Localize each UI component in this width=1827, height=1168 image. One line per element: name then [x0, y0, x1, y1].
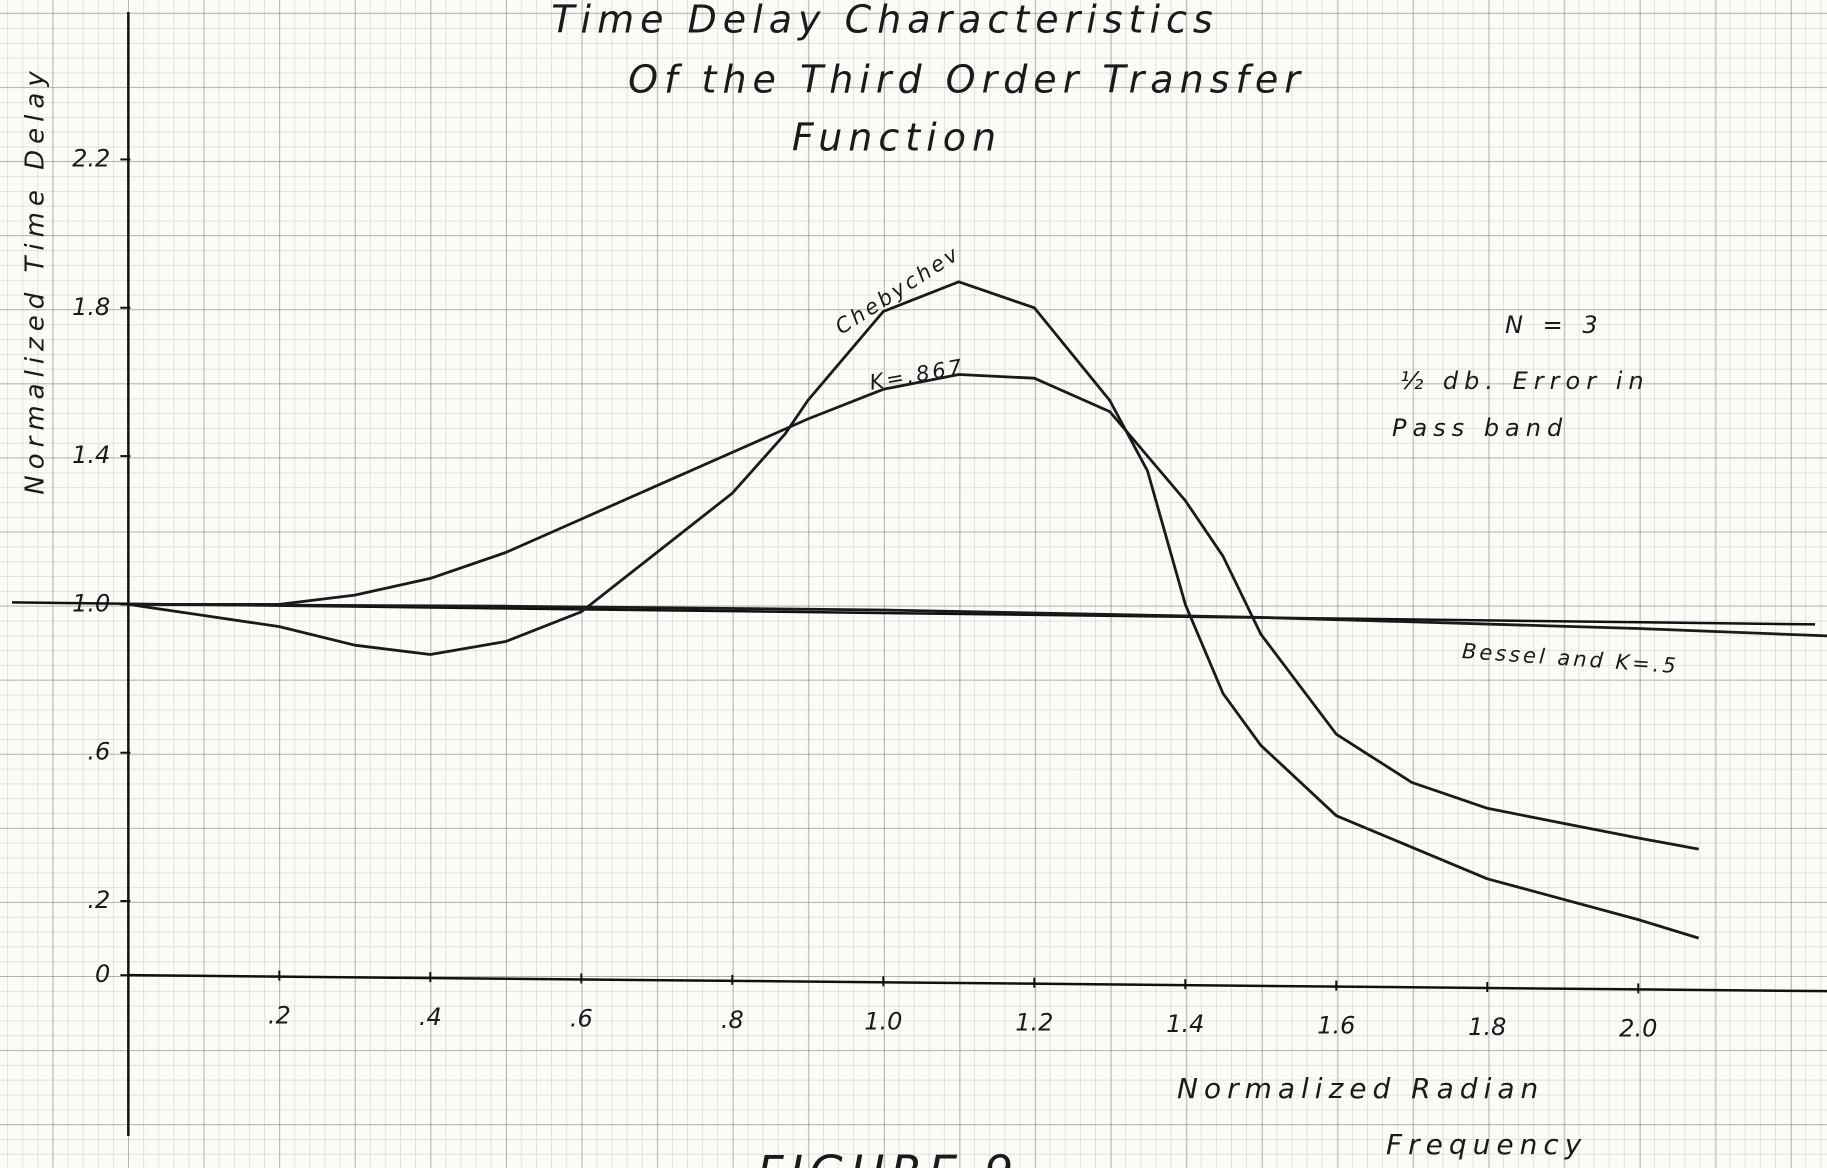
x-tick-label: .4 [419, 1003, 442, 1031]
series-label: K=.867 [868, 355, 967, 395]
x-tick-label: 1.8 [1468, 1013, 1506, 1041]
x-tick-label: 1.2 [1015, 1009, 1053, 1037]
y-axis-label: Normalized Time Delay [21, 65, 51, 494]
annotation: N = 3 [1505, 311, 1604, 339]
annotation: Pass band [1392, 414, 1568, 442]
x-tick-label: 1.6 [1317, 1012, 1355, 1040]
x-tick-label: 1.4 [1166, 1010, 1204, 1038]
series-label: Bessel and K=.5 [1461, 639, 1679, 678]
chart-title: Time Delay Characteristics [551, 0, 1218, 42]
data-line [128, 280, 1700, 940]
x-tick-label: .2 [268, 1002, 291, 1030]
y-tick-label: 1.4 [72, 441, 110, 469]
y-tick-label: .2 [87, 886, 110, 914]
x-axis [128, 973, 1827, 993]
chart-title: Function [792, 116, 1002, 160]
chart-title: Of the Third Order Transfer [628, 58, 1306, 102]
y-tick-label: 1.8 [72, 293, 110, 321]
data-line [128, 373, 1699, 851]
x-tick-label: .8 [721, 1006, 744, 1034]
y-tick-label: 2.2 [72, 144, 110, 172]
y-tick-label: .6 [87, 738, 110, 766]
x-tick-label: 1.0 [864, 1007, 902, 1035]
x-axis-label: Normalized Radian [1177, 1072, 1544, 1105]
figure-caption: FIGURE 9 [757, 1146, 1019, 1168]
y-tick-label: 0 [95, 960, 110, 988]
series-label: Chebychev [831, 241, 965, 339]
x-axis-label: Frequency [1386, 1128, 1587, 1161]
data-line [128, 603, 1827, 638]
x-tick-label: 2.0 [1619, 1014, 1657, 1042]
annotation: ½ db. Error in [1400, 367, 1650, 395]
x-tick-label: .6 [570, 1004, 593, 1032]
